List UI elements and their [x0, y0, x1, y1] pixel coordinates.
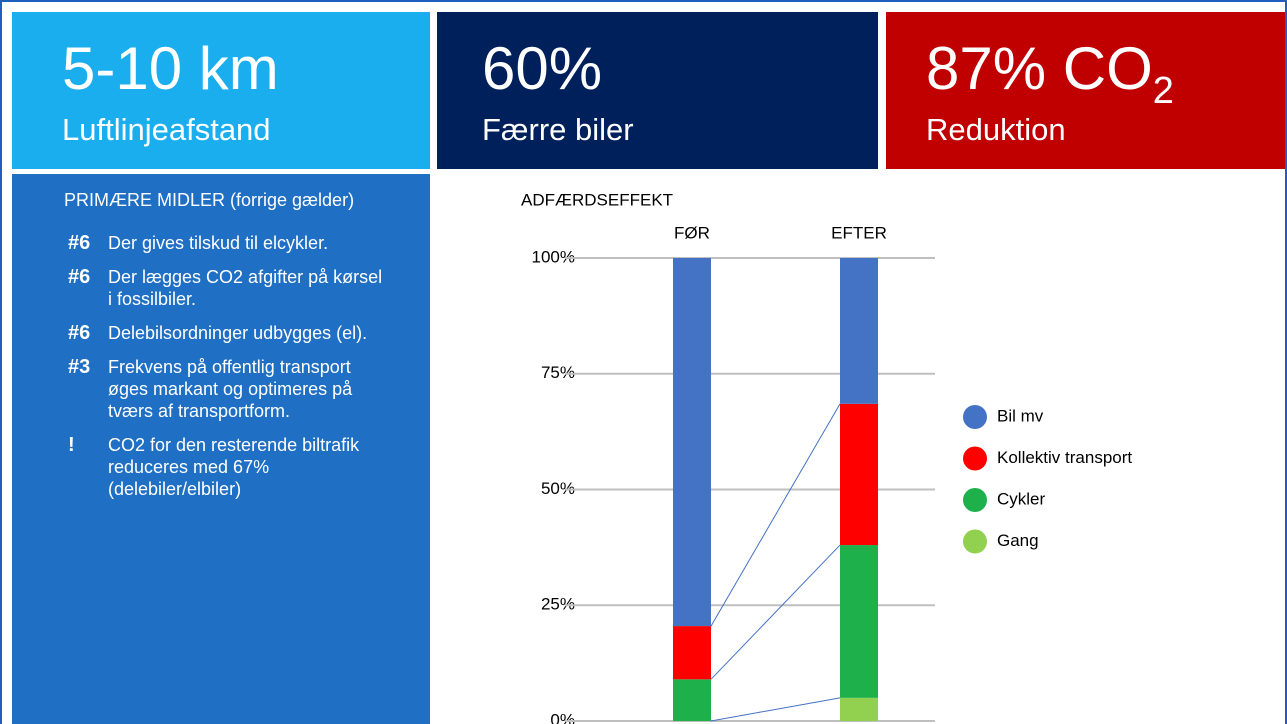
list-item: #6 Der lægges CO2 afgifter på kørsel i fo…	[52, 266, 388, 310]
connector	[710, 544, 841, 680]
item-marker: #6	[68, 232, 91, 254]
y-tick-label: 100%	[532, 247, 575, 266]
y-tick-label: 75%	[541, 363, 575, 382]
list-item: #3 Frekvens på offentlig transport øges m…	[52, 356, 388, 422]
item-text: CO2 for den resterende biltrafik reducer…	[108, 435, 360, 499]
bar-segment	[840, 258, 878, 404]
stat-value: 5-10 km	[62, 35, 279, 102]
bar-segment	[673, 626, 711, 680]
legend-swatch	[963, 488, 987, 512]
legend-swatch	[963, 529, 987, 554]
list-item: #6 Der gives tilskud til elcykler.	[52, 232, 388, 254]
item-marker: #6	[68, 322, 91, 344]
connector	[710, 697, 841, 722]
list-item: ! CO2 for den resterende biltrafik reduce…	[52, 434, 388, 500]
item-text: Frekvens på offentlig transport øges mar…	[108, 357, 353, 421]
chart-title: ADFÆRDSEFFEKT	[521, 190, 673, 209]
list: #6 Der gives tilskud til elcykler. #6 Der l…	[52, 232, 388, 512]
stat-panel: 5-10 km Luftlinjeafstand	[12, 12, 430, 169]
item-text: Der lægges CO2 afgifter på kørsel i foss…	[108, 267, 383, 309]
legend-label: Gang	[997, 531, 1039, 550]
legend-label: Bil mv	[997, 406, 1044, 425]
list-item: #6 Delebilsordninger udbygges (el).	[52, 322, 388, 344]
subscript: 2	[1152, 70, 1174, 112]
item-text: Der gives tilskud til elcykler.	[108, 233, 329, 253]
legend-label: Cykler	[997, 489, 1046, 508]
stat-value: 60%	[482, 35, 603, 102]
stat-label: Færre biler	[482, 112, 634, 147]
legend-swatch	[963, 405, 987, 429]
bar-segment	[673, 258, 711, 627]
item-text: Delebilsordninger udbygges (el).	[108, 323, 368, 343]
stat-panel: 60% Færre biler	[437, 12, 878, 169]
x-tick-label: EFTER	[831, 223, 887, 242]
bar-segment	[840, 697, 878, 721]
stat-value: 87% CO2	[926, 34, 1174, 113]
item-marker: !	[68, 434, 75, 456]
legend-label: Kollektiv transport	[997, 448, 1132, 467]
list-heading: PRIMÆRE MIDLER (forrige gælder)	[64, 190, 355, 210]
y-tick-label: 25%	[541, 595, 575, 614]
legend-swatch	[963, 446, 987, 471]
stat-panel: 87% CO2 Reduktion	[886, 12, 1285, 169]
stat-text: 87% CO	[926, 35, 1153, 102]
stat-label: Luftlinjeafstand	[62, 112, 271, 147]
bar-segment	[840, 403, 878, 546]
item-marker: #6	[68, 266, 91, 288]
bar-segment	[840, 545, 878, 698]
measures-panel: PRIMÆRE MIDLER (forrige gælder) #6 Der gi…	[12, 174, 430, 724]
bar-segment	[673, 679, 711, 721]
chart: ADFÆRDSEFFEKT 0%25%50%75%100%FØR EFTERBil…	[521, 190, 1132, 724]
x-tick-label: FØR	[674, 223, 710, 242]
item-marker: #3	[68, 356, 91, 378]
y-tick-label: 50%	[541, 479, 575, 498]
stat-label: Reduktion	[926, 112, 1066, 147]
connector	[710, 403, 841, 627]
